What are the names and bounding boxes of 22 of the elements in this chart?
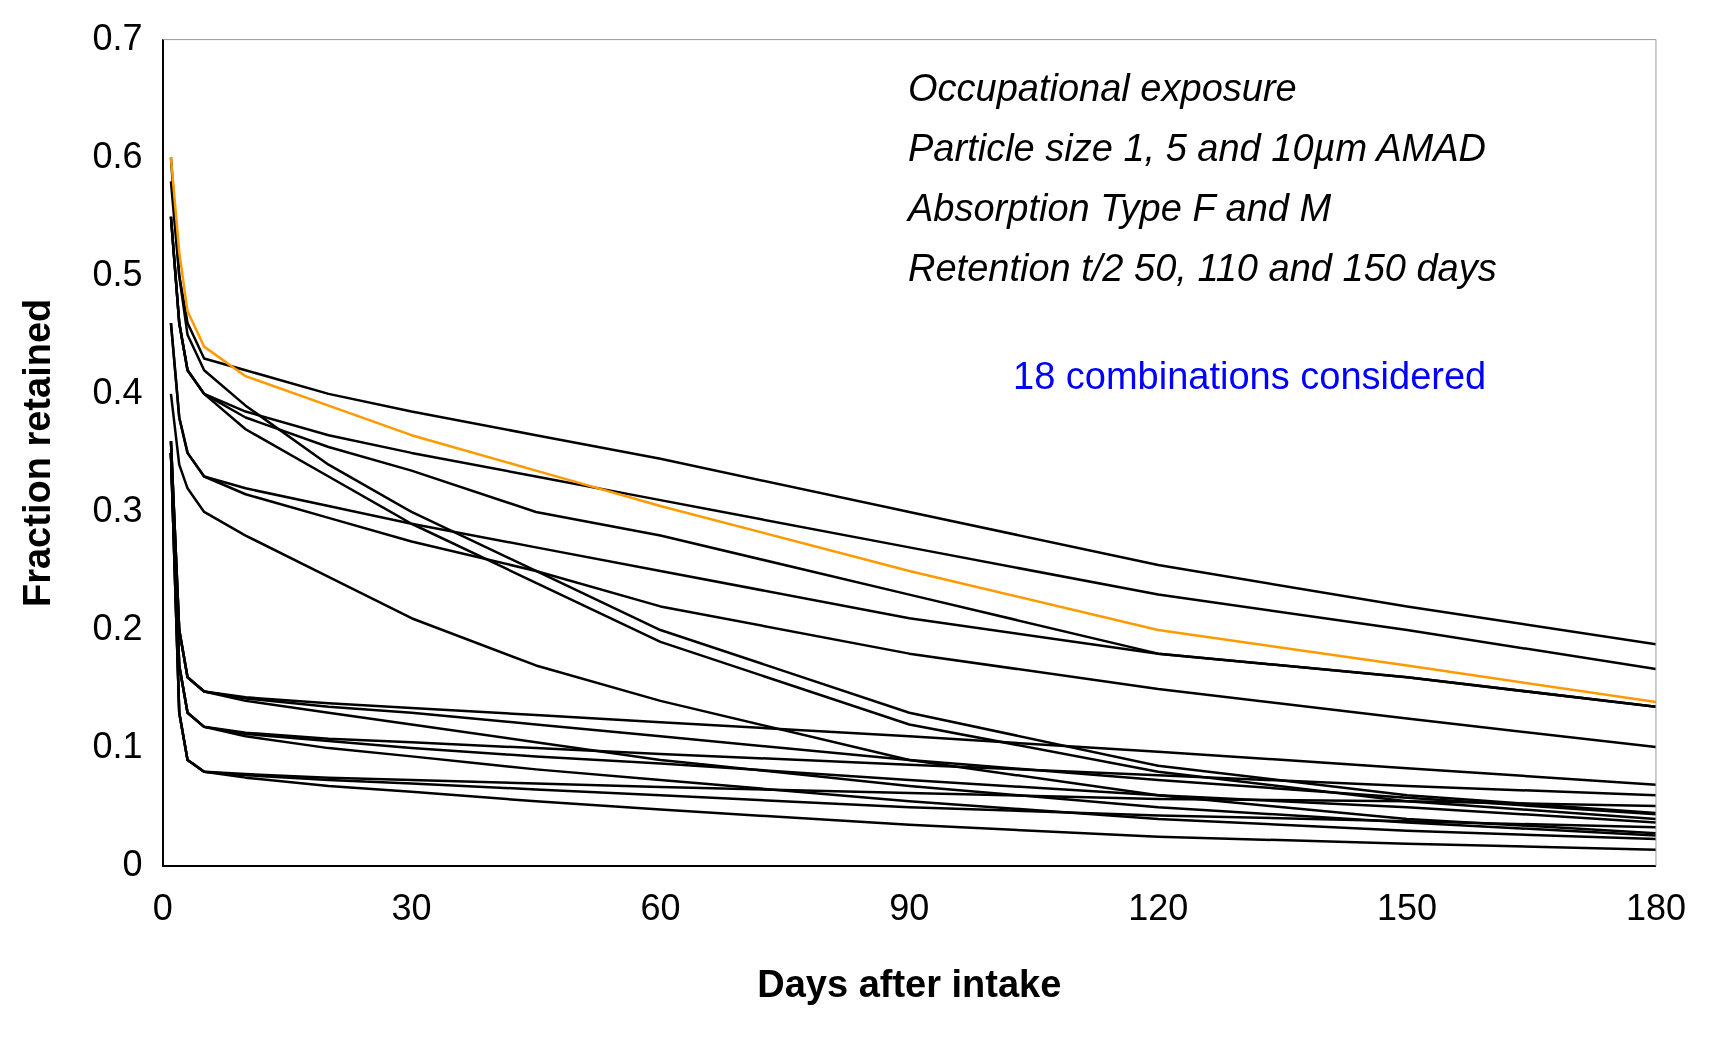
y-tick-label: 0.2 (92, 606, 143, 648)
annotation: Occupational exposure (908, 66, 1298, 111)
y-tick-label: 0.5 (92, 252, 143, 294)
y-axis-title: Fraction retained (16, 298, 59, 608)
x-tick-label: 0 (152, 886, 173, 928)
x-tick-label: 180 (1625, 886, 1687, 928)
x-tick-label: 150 (1377, 886, 1438, 928)
annotation: Particle size 1, 5 and 10µm AMAD (908, 126, 1488, 171)
x-tick-label: 120 (1128, 886, 1189, 928)
annotation: 18 combinations considered (1013, 354, 1488, 399)
x-tick-label: 90 (889, 886, 930, 928)
y-tick-label: 0.6 (92, 134, 143, 176)
x-tick-label: 30 (391, 886, 432, 928)
x-tick-label: 60 (640, 886, 681, 928)
x-axis-title: Days after intake (757, 962, 1062, 1005)
y-tick-label: 0 (122, 843, 143, 885)
y-tick-label: 0.1 (92, 725, 143, 767)
y-tick-label: 0.3 (92, 488, 143, 530)
annotation: Absorption Type F and M (908, 186, 1333, 231)
annotation: Retention t/2 50, 110 and 150 days (908, 246, 1497, 291)
y-tick-label: 0.4 (92, 370, 143, 412)
y-tick-label: 0.7 (92, 16, 143, 58)
